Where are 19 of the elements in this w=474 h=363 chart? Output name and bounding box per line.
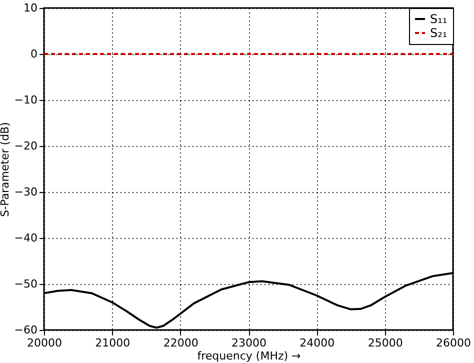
- y-tick-label: 0: [30, 48, 38, 60]
- y-tick-label: −10: [14, 94, 38, 106]
- x-tick-label: 21000: [95, 336, 130, 350]
- x-tick-label: 23000: [232, 336, 266, 350]
- y-tick-label: −30: [14, 186, 38, 198]
- x-tick-label: 25000: [368, 336, 403, 350]
- y-tick-label: −60: [14, 324, 38, 336]
- y-tick-label: −50: [14, 278, 38, 290]
- x-tick-label: 20000: [27, 336, 62, 350]
- x-tick-label: 22000: [163, 336, 198, 350]
- y-tick-label: −40: [14, 232, 38, 244]
- x-tick-label: 26000: [436, 336, 471, 350]
- x-tick-label: 24000: [300, 336, 335, 350]
- x-axis-title: frequency (MHz) →: [197, 350, 301, 362]
- y-tick-label: −20: [14, 140, 38, 152]
- y-tick-label: 10: [24, 2, 38, 14]
- legend-label: S₂₁: [430, 26, 448, 40]
- legend-label: S₁₁: [430, 12, 448, 26]
- y-axis-title: S-Parameter (dB): [0, 122, 12, 217]
